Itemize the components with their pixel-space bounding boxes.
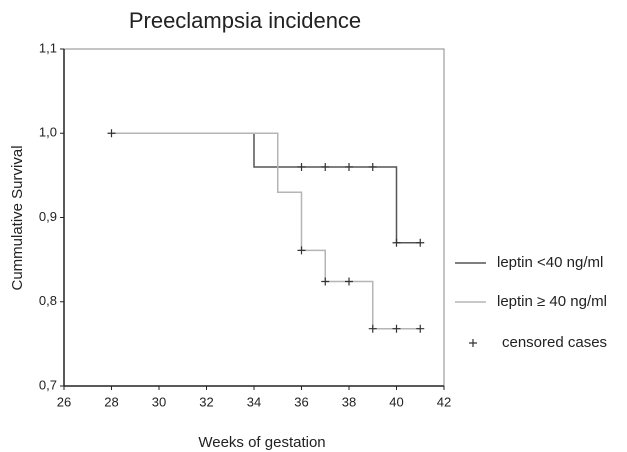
y-tick-label: 0,7: [39, 377, 57, 392]
censored-mark: [416, 324, 425, 333]
censored-mark: [297, 162, 306, 171]
legend-label: leptin ≥ 40 ng/ml: [497, 293, 607, 310]
y-tick-label: 1,0: [39, 125, 57, 140]
legend-swatch: [469, 339, 477, 347]
censored-mark: [297, 246, 306, 255]
y-tick-label: 0,9: [39, 209, 57, 224]
censored-mark: [392, 238, 401, 247]
y-axis-label: Cummulative Survival: [9, 145, 26, 290]
y-tick-label: 0,8: [39, 293, 57, 308]
x-tick-label: 32: [199, 394, 213, 409]
y-tick-label: 1,1: [39, 40, 57, 55]
legend-label: censored cases: [502, 334, 607, 351]
censored-mark: [321, 277, 330, 286]
x-tick-label: 26: [57, 394, 71, 409]
x-tick-label: 30: [152, 394, 166, 409]
censored-mark: [345, 162, 353, 171]
x-axis-label: Weeks of gestation: [198, 434, 325, 451]
x-tick-label: 34: [247, 394, 261, 409]
censored-mark: [107, 129, 116, 138]
censored-mark: [345, 277, 353, 286]
x-tick-label: 42: [437, 394, 451, 409]
censored-mark: [392, 324, 401, 333]
censored-mark: [416, 238, 425, 247]
censored-mark: [368, 324, 377, 333]
x-tick-label: 40: [389, 394, 403, 409]
x-tick-label: 28: [104, 394, 118, 409]
chart-title: Preeclampsia incidence: [129, 8, 361, 33]
censored-mark: [368, 162, 377, 171]
censored-mark: [321, 162, 330, 171]
plot-frame: [63, 48, 445, 387]
x-tick-label: 38: [342, 394, 356, 409]
survival-line: [111, 132, 421, 330]
legend-label: leptin <40 ng/ml: [497, 254, 603, 271]
x-tick-label: 36: [294, 394, 308, 409]
survival-line: [111, 132, 421, 244]
